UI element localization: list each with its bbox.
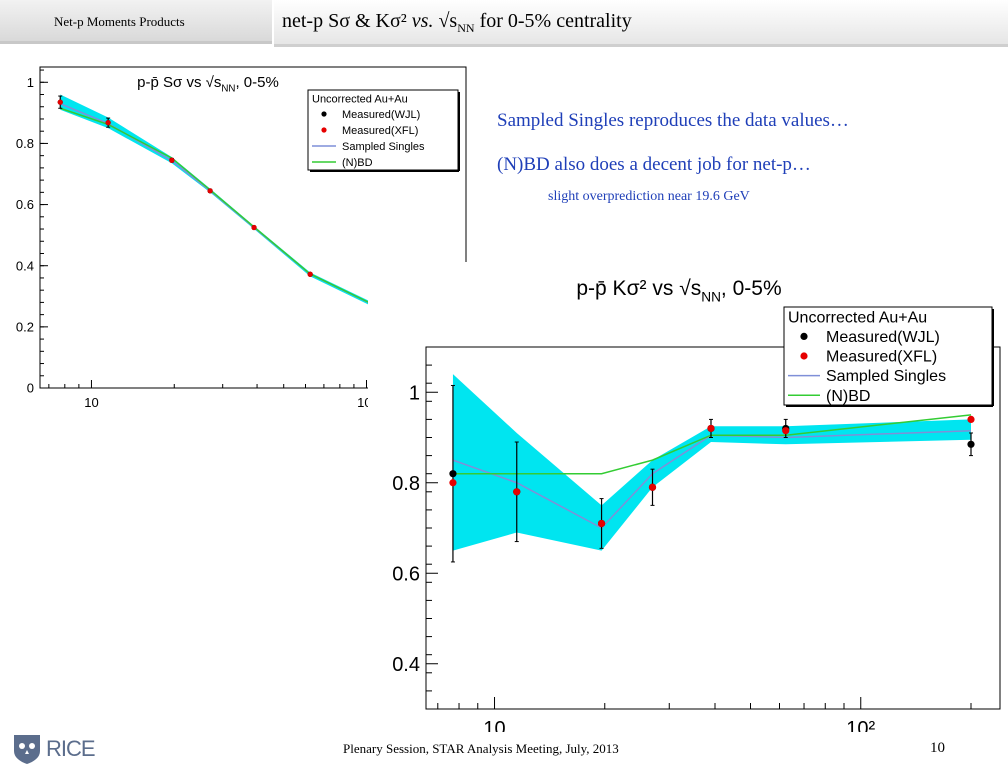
xfl-point	[57, 99, 63, 105]
xfl-point	[513, 488, 521, 496]
sampled-singles-band	[452, 374, 972, 551]
xfl-point	[105, 120, 111, 126]
legend-item-label: Sampled Singles	[342, 141, 425, 153]
y-tick-label: 0	[27, 381, 34, 396]
legend-item-label: Sampled Singles	[826, 368, 946, 385]
section-tab-label: Net-p Moments Products	[54, 14, 185, 29]
xfl-point	[648, 483, 657, 491]
legend-wjl-marker	[321, 111, 327, 117]
title-bar	[274, 0, 1008, 47]
title-tail: for 0-5% centrality	[474, 10, 632, 32]
legend-xfl-marker	[321, 127, 327, 133]
chart-title: p-p̄ Sσ vs √sNN, 0-5%	[137, 74, 279, 95]
x-tick-label: 10²	[846, 718, 875, 732]
xfl-point	[782, 427, 790, 435]
y-tick-label: 1	[27, 75, 34, 90]
y-tick-label: 0.8	[16, 136, 34, 151]
section-tab: Net-p Moments Products	[0, 0, 272, 44]
legend-item-label: Measured(WJL)	[342, 109, 420, 121]
xfl-point	[207, 188, 213, 194]
chart-k-sigma2-svg: 0.4 0.6 0.8 1 10 10² p-p̄ Kσ² vs √sNN, 0-5% Unc…	[392, 277, 1001, 740]
title-sub: NN	[457, 21, 475, 35]
logo-text: RICE	[46, 736, 96, 761]
page-number: 10	[930, 740, 945, 756]
note-sampled-singles: Sampled Singles reproduces the data valu…	[497, 110, 849, 131]
chart-k-sigma2: 0.4 0.6 0.8 1 10 10² p-p̄ Kσ² vs √sNN, 0-5% Unc…	[368, 262, 1008, 740]
title-vs: vs.	[411, 10, 434, 32]
xfl-point	[307, 271, 313, 277]
legend-item-label: (N)BD	[826, 388, 870, 405]
rice-logo: RICE	[12, 733, 96, 765]
y-tick-label: 0.2	[16, 319, 34, 334]
xfl-point	[707, 424, 715, 433]
slide-title: net-p Sσ & Kσ² vs. √sNN for 0-5% central…	[282, 10, 632, 36]
legend-item-label: Measured(XFL)	[342, 125, 418, 137]
legend-box	[783, 306, 993, 406]
x-tick-label: 10	[483, 718, 505, 732]
y-tick-label: 1	[409, 382, 420, 404]
y-tick-label: 0.6	[16, 197, 34, 212]
legend-wjl-marker	[800, 332, 808, 340]
legend-item-label: Measured(WJL)	[826, 329, 940, 346]
wjl-point	[449, 470, 457, 478]
xfl-point	[169, 157, 175, 163]
title-sqrt: √s	[433, 10, 458, 32]
xfl-point	[597, 519, 606, 528]
legend-header: Uncorrected Au+Au	[312, 93, 408, 105]
legend-item-label: (N)BD	[342, 157, 373, 169]
plot-frame	[39, 66, 467, 389]
y-tick-label: 0.8	[392, 473, 420, 495]
xfl-point	[967, 415, 975, 423]
note-overprediction: slight overprediction near 19.6 GeV	[548, 189, 750, 204]
x-tick-label: 10	[84, 395, 98, 410]
legend-xfl-marker	[800, 352, 808, 360]
title-main: net-p Sσ & Kσ²	[282, 10, 412, 32]
y-tick-label: 0.4	[16, 258, 34, 273]
wjl-point	[967, 440, 975, 448]
legend-item-label: Measured(XFL)	[826, 349, 937, 366]
y-tick-label: 0.6	[392, 563, 420, 585]
note-nbd: (N)BD also does a decent job for net-p…	[497, 154, 811, 175]
y-tick-label: 0.4	[392, 654, 420, 676]
owl-shield-icon	[14, 735, 40, 764]
chart-title: p-p̄ Kσ² vs √sNN, 0-5%	[576, 277, 781, 304]
legend-header: Uncorrected Au+Au	[788, 309, 927, 326]
xfl-point	[251, 224, 257, 231]
footer-text: Plenary Session, STAR Analysis Meeting, …	[343, 741, 619, 756]
xfl-point	[449, 479, 457, 487]
